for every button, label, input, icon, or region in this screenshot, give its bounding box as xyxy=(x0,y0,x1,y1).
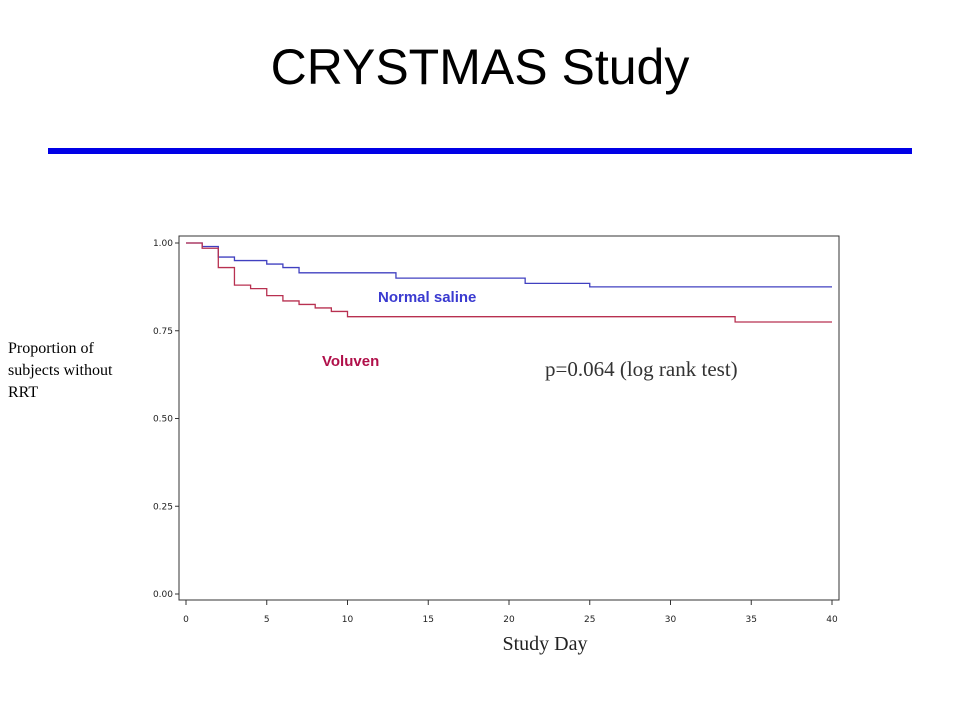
title-rule xyxy=(48,148,912,154)
y-tick-label: 0.00 xyxy=(153,590,173,600)
x-tick-label: 20 xyxy=(503,615,515,625)
x-tick-label: 5 xyxy=(264,615,270,625)
plot-frame xyxy=(178,235,840,601)
x-tick-label: 15 xyxy=(423,615,434,625)
x-tick-label: 35 xyxy=(746,615,757,625)
y-tick-label: 1.00 xyxy=(153,239,173,249)
voluven-curve xyxy=(186,242,832,323)
voluven-label: Voluven xyxy=(322,353,379,370)
x-tick-label: 30 xyxy=(665,615,677,625)
y-tick-label: 0.75 xyxy=(153,327,173,337)
x-axis-label: Study Day xyxy=(503,633,588,655)
x-tick-label: 10 xyxy=(342,615,354,625)
y-tick-label: 0.25 xyxy=(153,502,173,512)
p-value-annotation: p=0.064 (log rank test) xyxy=(545,357,738,381)
y-axis-label: Proportion of subjects without RRT xyxy=(8,340,113,401)
x-tick-label: 0 xyxy=(183,615,189,625)
normal-saline-curve xyxy=(186,242,832,288)
x-tick-label: 25 xyxy=(584,615,595,625)
x-tick-label: 40 xyxy=(826,615,838,625)
slide-title: CRYSTMAS Study xyxy=(270,39,690,95)
normal-saline-label: Normal saline xyxy=(378,289,476,306)
y-tick-label: 0.50 xyxy=(153,415,173,425)
